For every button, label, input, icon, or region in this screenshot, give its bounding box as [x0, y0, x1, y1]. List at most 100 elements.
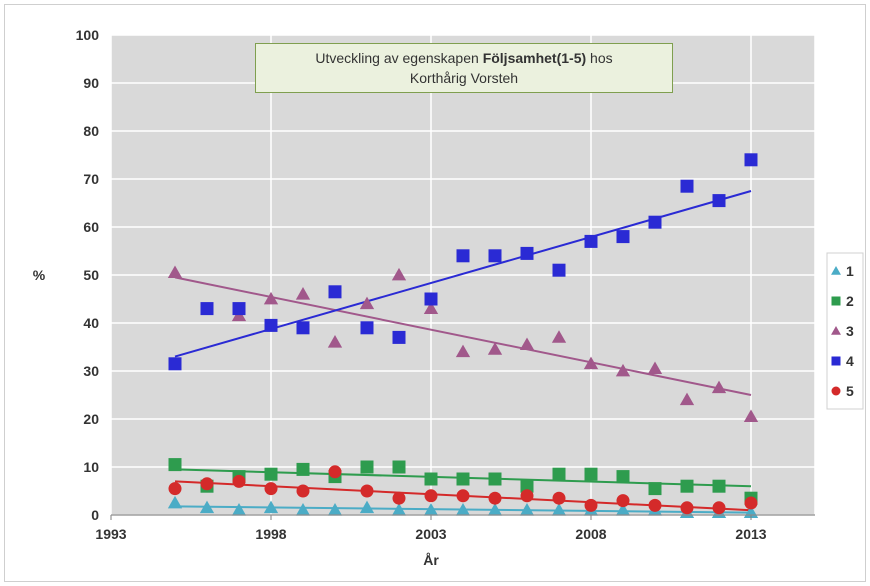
data-point-series-4	[360, 321, 374, 335]
data-point-series-3	[519, 337, 535, 350]
data-point-series-5	[616, 494, 630, 508]
data-point-series-4	[200, 302, 214, 316]
y-tick-label: 70	[83, 171, 99, 187]
data-point-series-5	[392, 491, 406, 505]
data-point-series-2	[424, 472, 438, 486]
legend-label-series-4: 4	[846, 353, 854, 369]
data-point-series-4	[520, 246, 534, 260]
data-point-series-5	[424, 489, 438, 503]
data-point-series-1	[455, 503, 471, 516]
data-point-series-4	[488, 249, 502, 263]
data-point-series-2	[584, 467, 598, 481]
data-point-series-1	[327, 503, 343, 516]
data-point-series-2	[360, 460, 374, 474]
data-point-series-5	[744, 496, 758, 510]
data-point-series-2	[296, 462, 310, 476]
y-tick-label: 40	[83, 315, 99, 331]
data-point-series-5	[712, 501, 726, 515]
legend-label-series-5: 5	[846, 383, 854, 399]
data-point-series-3	[391, 267, 407, 281]
data-point-series-3	[423, 301, 439, 314]
chart-title-bold: Följsamhet(1-5)	[482, 50, 587, 66]
data-point-series-3	[583, 356, 599, 370]
y-tick-label: 0	[91, 507, 99, 523]
data-point-series-3	[679, 392, 695, 406]
y-axis-title: %	[33, 267, 46, 283]
data-point-series-1	[167, 495, 183, 509]
data-point-series-1	[231, 503, 247, 516]
data-point-series-2	[488, 472, 502, 486]
legend-marker-series-2	[831, 296, 841, 306]
data-point-series-5	[264, 482, 278, 496]
data-point-series-3	[295, 287, 311, 300]
data-point-series-4	[264, 318, 278, 332]
data-point-series-5	[360, 484, 374, 498]
data-point-series-1	[551, 503, 567, 516]
data-point-series-4	[712, 194, 726, 208]
data-point-series-4	[648, 215, 662, 229]
chart-title-prefix: Utveckling av egenskapen	[315, 50, 479, 66]
data-point-series-4	[392, 330, 406, 344]
data-point-series-2	[616, 470, 630, 484]
data-point-series-3	[711, 380, 727, 394]
data-point-series-5	[232, 474, 246, 488]
y-tick-label: 60	[83, 219, 99, 235]
data-point-series-3	[263, 291, 279, 305]
data-point-series-5	[680, 501, 694, 515]
data-point-series-3	[615, 363, 631, 377]
data-point-series-1	[423, 503, 439, 516]
data-point-series-3	[743, 409, 759, 422]
legend-label-series-3: 3	[846, 323, 854, 339]
y-tick-label: 90	[83, 75, 99, 91]
data-point-series-4	[584, 234, 598, 248]
data-point-series-3	[455, 344, 471, 358]
data-point-series-1	[391, 503, 407, 516]
data-point-series-2	[712, 479, 726, 493]
data-point-series-4	[616, 230, 630, 244]
x-tick-label: 1998	[255, 526, 286, 542]
legend-marker-series-1	[831, 266, 841, 275]
y-tick-label: 100	[76, 27, 100, 43]
legend-marker-series-4	[831, 356, 841, 366]
data-point-series-5	[520, 489, 534, 503]
data-point-series-2	[680, 479, 694, 493]
data-point-series-4	[744, 153, 758, 167]
data-point-series-4	[424, 292, 438, 306]
data-point-series-1	[487, 503, 503, 516]
legend-marker-series-5	[831, 386, 841, 396]
data-point-series-1	[263, 500, 279, 514]
data-point-series-5	[648, 498, 662, 512]
legend-label-series-2: 2	[846, 293, 854, 309]
chart-title-line2: Korthårig Vorsteh	[409, 70, 519, 86]
x-tick-label: 2008	[575, 526, 606, 542]
data-point-series-3	[487, 342, 503, 355]
data-point-series-4	[456, 249, 470, 263]
data-point-series-5	[200, 477, 214, 491]
data-point-series-3	[647, 361, 663, 374]
legend-marker-series-3	[831, 326, 841, 335]
data-point-series-2	[264, 467, 278, 481]
data-point-series-5	[296, 484, 310, 498]
data-point-series-2	[552, 467, 566, 481]
data-point-series-2	[648, 482, 662, 496]
x-tick-label: 2003	[415, 526, 446, 542]
data-point-series-2	[168, 458, 182, 472]
data-point-series-1	[615, 503, 631, 516]
x-axis-title: År	[423, 552, 439, 568]
data-point-series-4	[296, 321, 310, 335]
legend-box	[826, 252, 864, 410]
data-point-series-5	[168, 482, 182, 496]
data-point-series-2	[456, 472, 470, 486]
y-tick-label: 80	[83, 123, 99, 139]
x-tick-label: 1993	[95, 526, 126, 542]
data-point-series-2	[392, 460, 406, 474]
data-point-series-4	[680, 179, 694, 193]
chart-title: Utveckling av egenskapen Följsamhet(1-5)…	[255, 43, 673, 93]
data-point-series-5	[328, 465, 342, 479]
x-tick-label: 2013	[735, 526, 766, 542]
chart-title-suffix: hos	[590, 50, 613, 66]
chart-frame: 0 10 20 30 40 50 60 70 80 90 100 1993 1998 2003 2008 20…	[4, 4, 866, 582]
legend-label-series-1: 1	[846, 263, 854, 279]
data-point-series-4	[328, 285, 342, 299]
data-point-series-1	[359, 500, 375, 514]
